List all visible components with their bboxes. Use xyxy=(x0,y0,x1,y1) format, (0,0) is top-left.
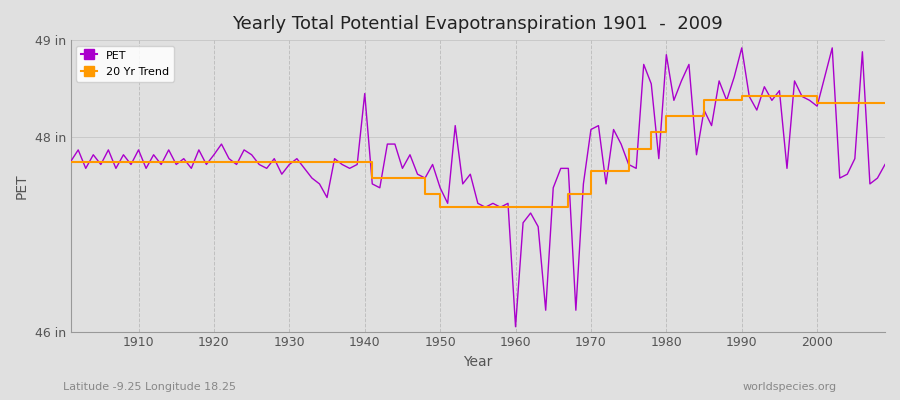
Text: Latitude -9.25 Longitude 18.25: Latitude -9.25 Longitude 18.25 xyxy=(63,382,236,392)
Text: worldspecies.org: worldspecies.org xyxy=(742,382,837,392)
Y-axis label: PET: PET xyxy=(15,173,29,199)
Title: Yearly Total Potential Evapotranspiration 1901  -  2009: Yearly Total Potential Evapotranspiratio… xyxy=(232,15,724,33)
X-axis label: Year: Year xyxy=(464,355,492,369)
Legend: PET, 20 Yr Trend: PET, 20 Yr Trend xyxy=(76,46,174,82)
